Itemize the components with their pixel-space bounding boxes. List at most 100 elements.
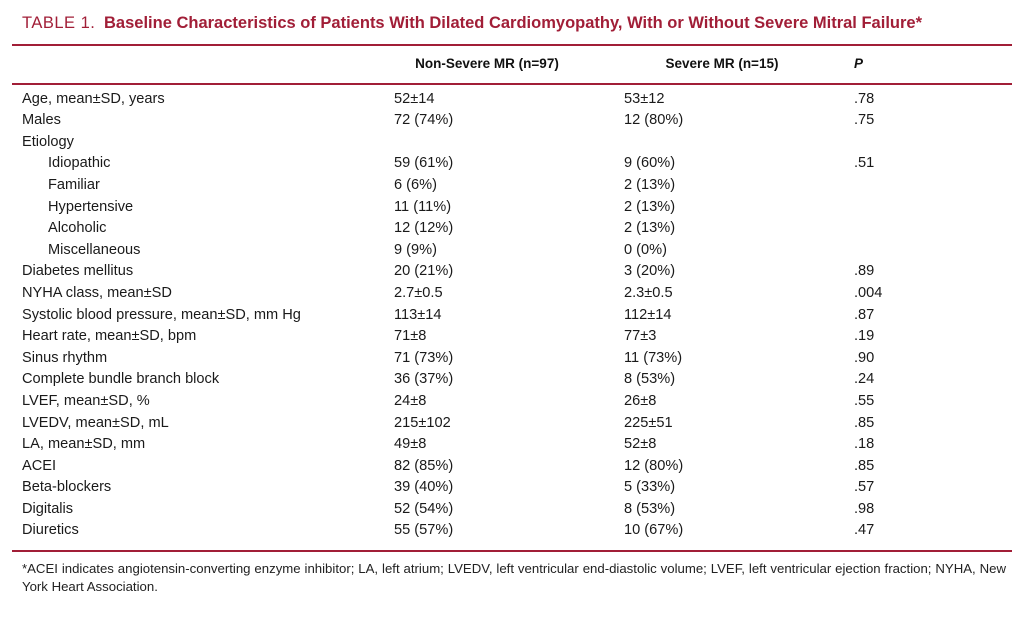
cell-nonsevere-mr: 9 (9%) — [394, 241, 437, 258]
cell-p-value: .89 — [854, 263, 875, 280]
row-label: Digitalis — [22, 500, 74, 517]
table-row: Heart rate, mean±SD, bpm 71±8 77±3 .19 — [12, 328, 1012, 350]
cell-nonsevere-mr: 55 (57%) — [394, 522, 454, 539]
table-row: Hypertensive 11 (11%) 2 (13%) — [12, 199, 1012, 221]
cell-severe-mr: 52±8 — [624, 436, 657, 453]
row-label: LVEF, mean±SD, % — [22, 392, 150, 409]
cell-severe-mr: 5 (33%) — [624, 479, 676, 496]
top-rule — [12, 44, 1012, 46]
cell-severe-mr: 2 (13%) — [624, 220, 676, 237]
cell-severe-mr: 3 (20%) — [624, 263, 676, 280]
bottom-rule — [12, 550, 1012, 552]
row-label: NYHA class, mean±SD — [22, 284, 172, 301]
row-label: Diabetes mellitus — [22, 263, 134, 280]
table-row: Beta-blockers 39 (40%) 5 (33%) .57 — [12, 479, 1012, 501]
cell-nonsevere-mr: 59 (61%) — [394, 155, 454, 172]
cell-nonsevere-mr: 36 (37%) — [394, 371, 454, 388]
header-rule — [12, 83, 1012, 85]
table-row: Systolic blood pressure, mean±SD, mm Hg … — [12, 307, 1012, 329]
row-label: Hypertensive — [48, 198, 134, 215]
cell-nonsevere-mr: 71±8 — [394, 328, 427, 345]
cell-p-value: .55 — [854, 392, 875, 409]
table-row: ACEI 82 (85%) 12 (80%) .85 — [12, 458, 1012, 480]
table-row: Age, mean±SD, years 52±14 53±12 .78 — [12, 91, 1012, 113]
cell-severe-mr: 12 (80%) — [624, 112, 684, 129]
cell-p-value: .75 — [854, 112, 875, 129]
row-label: Alcoholic — [48, 220, 107, 237]
cell-p-value: .85 — [854, 414, 875, 431]
cell-severe-mr: 2 (13%) — [624, 176, 676, 193]
row-label: Age, mean±SD, years — [22, 90, 165, 107]
cell-nonsevere-mr: 113±14 — [394, 306, 442, 323]
cell-severe-mr: 26±8 — [624, 392, 657, 409]
cell-severe-mr: 8 (53%) — [624, 371, 676, 388]
cell-p-value: .47 — [854, 522, 875, 539]
column-header-severe: Severe MR (n=15) — [665, 56, 779, 71]
cell-p-value: .98 — [854, 500, 875, 517]
cell-p-value: .57 — [854, 479, 875, 496]
cell-nonsevere-mr: 71 (73%) — [394, 349, 454, 366]
cell-nonsevere-mr: 49±8 — [394, 436, 427, 453]
row-label: Heart rate, mean±SD, bpm — [22, 328, 197, 345]
cell-p-value: .51 — [854, 155, 875, 172]
cell-severe-mr: 2 (13%) — [624, 198, 676, 215]
cell-p-value: .78 — [854, 90, 875, 107]
row-label: LA, mean±SD, mm — [22, 436, 146, 453]
table-row: Diabetes mellitus 20 (21%) 3 (20%) .89 — [12, 263, 1012, 285]
table-row: LA, mean±SD, mm 49±8 52±8 .18 — [12, 436, 1012, 458]
table-row: Diuretics 55 (57%) 10 (67%) .47 — [12, 522, 1012, 544]
row-label: Males — [22, 112, 61, 129]
cell-nonsevere-mr: 39 (40%) — [394, 479, 454, 496]
cell-nonsevere-mr: 82 (85%) — [394, 457, 454, 474]
cell-severe-mr: 10 (67%) — [624, 522, 684, 539]
cell-nonsevere-mr: 52 (54%) — [394, 500, 454, 517]
table-header-row: Non-Severe MR (n=97) Severe MR (n=15) P — [12, 46, 1012, 83]
cell-p-value: .18 — [854, 436, 875, 453]
row-label: Familiar — [48, 176, 100, 193]
column-header-p: P — [854, 56, 864, 71]
cell-severe-mr: 8 (53%) — [624, 500, 676, 517]
table-title: TABLE 1. Baseline Characteristics of Pat… — [22, 12, 1006, 34]
table-row: Complete bundle branch block 36 (37%) 8 … — [12, 371, 1012, 393]
row-label: LVEDV, mean±SD, mL — [22, 414, 169, 431]
cell-severe-mr: 11 (73%) — [624, 349, 683, 366]
row-label: Systolic blood pressure, mean±SD, mm Hg — [22, 306, 301, 323]
cell-p-value: .19 — [854, 328, 875, 345]
cell-nonsevere-mr: 2.7±0.5 — [394, 284, 443, 301]
cell-severe-mr: 77±3 — [624, 328, 657, 345]
cell-nonsevere-mr: 11 (11%) — [394, 198, 452, 215]
table-row: LVEDV, mean±SD, mL 215±102 225±51 .85 — [12, 415, 1012, 437]
row-label: Sinus rhythm — [22, 349, 108, 366]
row-label: Miscellaneous — [48, 241, 141, 258]
row-label: Idiopathic — [48, 155, 111, 172]
table-row: Sinus rhythm 71 (73%) 11 (73%) .90 — [12, 350, 1012, 372]
table-row: NYHA class, mean±SD 2.7±0.5 2.3±0.5 .004 — [12, 285, 1012, 307]
table-body: Age, mean±SD, years 52±14 53±12 .78 Male… — [12, 85, 1012, 550]
table-row: LVEF, mean±SD, % 24±8 26±8 .55 — [12, 393, 1012, 415]
cell-p-value: .004 — [854, 284, 883, 301]
table-row: Digitalis 52 (54%) 8 (53%) .98 — [12, 501, 1012, 523]
row-label: Beta-blockers — [22, 479, 112, 496]
row-label: Diuretics — [22, 522, 79, 539]
footnote: *ACEI indicates angiotensin-converting e… — [22, 560, 1006, 595]
cell-severe-mr: 0 (0%) — [624, 241, 667, 258]
table-title-text: Baseline Characteristics of Patients Wit… — [104, 14, 922, 32]
row-label: Complete bundle branch block — [22, 371, 220, 388]
cell-nonsevere-mr: 6 (6%) — [394, 176, 437, 193]
cell-nonsevere-mr: 24±8 — [394, 392, 427, 409]
table-row: Familiar 6 (6%) 2 (13%) — [12, 177, 1012, 199]
cell-severe-mr: 225±51 — [624, 414, 673, 431]
cell-p-value: .87 — [854, 306, 875, 323]
table-row: Idiopathic 59 (61%) 9 (60%) .51 — [12, 155, 1012, 177]
cell-p-value: .85 — [854, 457, 875, 474]
cell-nonsevere-mr: 12 (12%) — [394, 220, 454, 237]
row-label: ACEI — [22, 457, 57, 474]
cell-p-value: .90 — [854, 349, 875, 366]
cell-severe-mr: 112±14 — [624, 306, 672, 323]
cell-severe-mr: 9 (60%) — [624, 155, 676, 172]
table-row: Males 72 (74%) 12 (80%) .75 — [12, 112, 1012, 134]
cell-severe-mr: 2.3±0.5 — [624, 284, 673, 301]
cell-nonsevere-mr: 52±14 — [394, 90, 435, 107]
table-number-label: TABLE 1. — [22, 14, 96, 32]
